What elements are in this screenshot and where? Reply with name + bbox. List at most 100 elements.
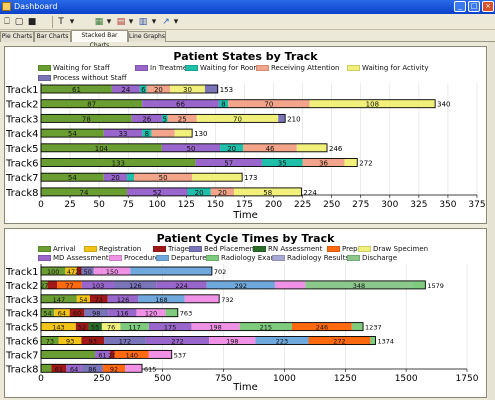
- data-label: 6: [141, 86, 146, 94]
- bar-segment: [120, 322, 149, 331]
- tab-stacked-bar-charts[interactable]: Stacked Bar Charts: [71, 30, 128, 49]
- chart-color-dropdown-icon[interactable]: ▾: [106, 17, 112, 27]
- x-tick-label: 25: [64, 200, 75, 210]
- bar-total-label: 1579: [427, 282, 444, 290]
- bar-segment: [76, 267, 82, 275]
- bar-outline: [40, 158, 358, 167]
- data-label: 58: [263, 189, 272, 197]
- bar-segment: [195, 158, 262, 167]
- y-tick-label: Track6: [5, 337, 39, 348]
- legend-label: Prep: [342, 245, 358, 253]
- bar-segment: [142, 129, 152, 138]
- data-label: 50: [159, 174, 168, 182]
- bar-segment: [255, 336, 309, 345]
- data-label: 86: [88, 365, 96, 373]
- tab-pie-charts[interactable]: Pie Charts: [0, 31, 34, 42]
- chart-title: Patient Cycle Times by Track: [156, 232, 335, 245]
- x-tick-label: 500: [154, 374, 171, 384]
- data-label: 215: [260, 324, 272, 332]
- data-label: 52: [78, 324, 86, 332]
- data-label: 126: [129, 282, 141, 290]
- x-tick-label: 325: [410, 200, 427, 210]
- bar-outline: [40, 280, 426, 290]
- x-tick-label: 175: [236, 200, 253, 210]
- x-tick-label: 1250: [334, 374, 357, 384]
- y-tick-label: Track4: [5, 309, 39, 320]
- legend-label: Radiology Exam: [221, 254, 278, 262]
- bar-segment: [69, 308, 85, 317]
- legend-label: Draw Specimen: [373, 245, 429, 253]
- column-chart-dropdown-icon[interactable]: ▾: [151, 17, 157, 27]
- data-label: 50: [187, 145, 196, 153]
- tab-bar-charts[interactable]: Bar Charts: [34, 31, 71, 42]
- app-icon: [2, 2, 11, 11]
- y-tick-label: Track6: [5, 159, 39, 170]
- chart-color-icon[interactable]: ▦: [94, 17, 104, 27]
- data-label: 120: [145, 310, 157, 318]
- minimize-button[interactable]: _: [454, 1, 466, 12]
- bar-chart-icon[interactable]: ▤: [116, 17, 126, 27]
- new-file-icon[interactable]: ⎕: [4, 17, 10, 27]
- legend-swatch: [84, 246, 97, 252]
- data-label: 104: [95, 145, 109, 153]
- line-chart-dropdown-icon[interactable]: ▾: [173, 17, 179, 27]
- data-label: 8: [221, 101, 225, 109]
- legend-item: Waiting for Room: [185, 64, 260, 72]
- text-format-icon[interactable]: T: [58, 17, 64, 27]
- column-chart-icon[interactable]: ▥: [138, 17, 148, 27]
- bar-segment: [220, 143, 244, 152]
- x-tick-label: 125: [178, 200, 195, 210]
- bar-segment: [41, 114, 132, 123]
- open-file-icon[interactable]: ▢: [14, 17, 24, 27]
- data-label: 8: [145, 130, 149, 138]
- text-format-dropdown-icon[interactable]: ▾: [69, 17, 75, 27]
- data-label: 74: [80, 189, 89, 197]
- vertical-scrollbar[interactable]: [488, 42, 495, 400]
- data-label: 61: [98, 351, 106, 359]
- bar-segment: [139, 85, 147, 93]
- bar-segment: [41, 364, 52, 373]
- data-label: 150: [106, 268, 118, 276]
- bar-total-label: 130: [194, 130, 207, 138]
- toolbar: ⎕ ▢ ■ T ▾ ▦ ▾ ▤ ▾ ▥ ▾ ↗ ▾: [0, 14, 495, 30]
- bar-total-label: 224: [303, 189, 317, 197]
- bar-segment: [66, 364, 82, 373]
- legend-swatch: [327, 246, 340, 252]
- bar-segment: [165, 308, 178, 317]
- bar-total-label: 732: [221, 296, 233, 304]
- data-label: 52: [153, 189, 162, 197]
- y-tick-label: Track5: [5, 323, 39, 334]
- bar-segment: [274, 280, 306, 289]
- bar-segment: [278, 114, 286, 123]
- bar-segment: [370, 336, 376, 345]
- bar-segment: [109, 350, 115, 359]
- y-tick-label: Track8: [5, 188, 39, 199]
- close-button[interactable]: ×: [482, 1, 494, 12]
- bar-segment: [108, 308, 137, 317]
- legend-swatch: [156, 255, 169, 261]
- data-label: 24: [121, 86, 130, 94]
- bar-segment: [41, 350, 96, 359]
- tab-line-graphs[interactable]: Line Graphs: [128, 31, 166, 42]
- bar-chart-dropdown-icon[interactable]: ▾: [128, 17, 134, 27]
- bar-segment: [51, 364, 67, 373]
- legend-label: Receiving Attention: [271, 64, 340, 72]
- x-tick-label: 0: [38, 374, 44, 384]
- bar-segment: [134, 173, 193, 182]
- line-chart-icon[interactable]: ↗: [162, 17, 170, 27]
- bar-segment: [41, 308, 55, 317]
- maximize-button[interactable]: □: [468, 1, 480, 12]
- legend-label: In Treatment: [150, 64, 195, 72]
- legend-label: Procedure: [124, 254, 160, 262]
- title-bar[interactable]: Dashboard _ □ ×: [0, 0, 495, 14]
- bar-segment: [296, 143, 328, 152]
- legend-item: Draw Specimen: [358, 245, 428, 253]
- bar-segment: [243, 143, 297, 152]
- x-tick-label: 275: [352, 200, 369, 210]
- data-label: 126: [117, 296, 129, 304]
- legend-swatch: [135, 65, 148, 71]
- save-icon[interactable]: ■: [27, 17, 37, 27]
- legend-item: Triage: [153, 245, 189, 253]
- bar-segment: [206, 280, 275, 289]
